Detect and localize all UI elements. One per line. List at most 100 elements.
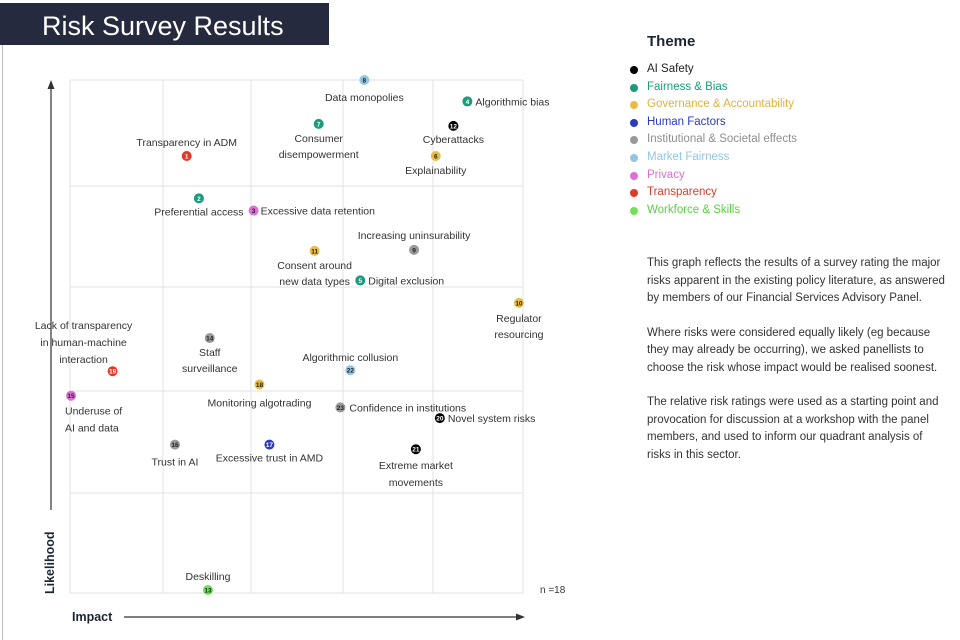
legend-label: Transparency	[647, 186, 717, 199]
data-point	[430, 150, 441, 161]
data-point-label: Lack of transparency	[35, 320, 133, 332]
data-point-number: 4	[466, 99, 470, 106]
data-point	[66, 390, 76, 401]
data-point	[193, 193, 204, 204]
data-point-number: 2	[197, 196, 201, 203]
data-point-label: Data monopolies	[325, 92, 404, 104]
data-point	[254, 379, 265, 390]
data-point-number: 10	[515, 300, 523, 307]
data-point	[513, 297, 524, 308]
x-axis-arrow-icon	[516, 613, 525, 621]
data-point	[410, 444, 421, 455]
legend-dot-icon	[630, 66, 638, 74]
legend-dot-icon	[630, 83, 638, 92]
data-point-label: Trust in AI	[152, 457, 199, 469]
data-point-number: 7	[317, 121, 321, 128]
data-point-label: Consent around	[277, 260, 352, 272]
data-point-number: 22	[347, 368, 355, 375]
data-point-label: Preferential access	[154, 206, 243, 218]
data-point	[204, 333, 215, 344]
data-point	[335, 402, 346, 413]
data-point-number: 16	[171, 442, 179, 449]
risk-scatter-chart: Impact Likelihood n =18 1 Transparency in AD…	[35, 75, 566, 624]
note-paragraph-2: Where risks were considered equally like…	[647, 326, 938, 374]
survey-note: This graph reflects the results of a sur…	[647, 255, 947, 481]
legend-label: Fairness & Bias	[647, 80, 728, 93]
legend-dot-icon	[630, 136, 638, 145]
data-point	[462, 96, 473, 107]
page-title: Risk Survey Results	[42, 11, 284, 41]
legend-dot-icon	[630, 154, 638, 162]
data-point-label: Confidence in institutions	[349, 402, 466, 414]
legend-dot-icon	[630, 118, 638, 127]
data-point-number: 17	[266, 442, 274, 449]
data-point-label: Staff	[199, 347, 220, 359]
data-point-label: Excessive trust in AMD	[216, 453, 324, 465]
legend-label: AI Safety	[647, 63, 694, 75]
data-point-number: 6	[434, 153, 438, 160]
data-point	[345, 365, 356, 376]
data-point-label: Digital exclusion	[368, 275, 444, 287]
note-paragraph-1: This graph reflects the results of a sur…	[647, 257, 945, 304]
data-point	[448, 120, 459, 131]
data-point-label: Consumer	[294, 133, 343, 145]
legend-dot-icon	[630, 189, 638, 198]
data-point	[248, 205, 259, 216]
data-point-label: interaction	[59, 354, 108, 366]
data-point-number: 8	[363, 78, 367, 85]
y-axis-label: Likelihood	[43, 532, 57, 595]
data-point-label: Novel system risks	[448, 413, 536, 425]
data-point-label: Increasing uninsurability	[358, 230, 471, 242]
data-point	[264, 439, 275, 450]
legend-dot-icon	[630, 101, 638, 110]
data-point-label: Extreme market	[379, 460, 453, 472]
data-point	[107, 366, 118, 377]
legend-label: Governance & Accountability	[647, 98, 795, 111]
data-point-number: 5	[358, 278, 362, 285]
data-point-label: Algorithmic bias	[475, 96, 549, 108]
data-point-number: 23	[337, 405, 345, 412]
data-point-label: Underuse of	[65, 406, 122, 418]
data-point-label: Deskilling	[185, 571, 230, 583]
data-point-label: Regulator	[496, 313, 542, 325]
y-axis-arrow-icon	[47, 80, 55, 89]
data-point-number: 12	[450, 123, 458, 130]
data-point-label: Excessive data retention	[261, 206, 376, 218]
data-point-label: new data types	[279, 276, 350, 288]
title-bar: Risk Survey Results	[0, 3, 329, 45]
data-point-label: AI and data	[65, 423, 119, 435]
data-point-label: resourcing	[494, 329, 543, 341]
data-point	[355, 275, 366, 286]
data-point-label: in human-machine	[40, 337, 127, 349]
data-point-label: movements	[389, 477, 443, 489]
legend-dot-icon	[630, 171, 638, 180]
legend-label: Human Factors	[647, 115, 726, 128]
data-point-label: Algorithmic collusion	[302, 352, 398, 364]
data-point-label: Cyberattacks	[423, 134, 484, 146]
data-point-number: 14	[206, 336, 214, 343]
data-point-number: 13	[204, 588, 212, 595]
legend-label: Workforce & Skills	[647, 203, 741, 216]
data-point	[309, 245, 320, 256]
data-point	[202, 585, 213, 595]
data-point-number: 3	[252, 208, 256, 215]
legend-title: Theme	[647, 33, 696, 50]
note-paragraph-3: The relative risk ratings were used as a…	[647, 396, 939, 461]
sample-size-annotation: n =18	[540, 585, 566, 596]
data-point	[169, 439, 180, 450]
data-point	[359, 75, 370, 85]
data-point-number: 18	[256, 382, 264, 389]
data-point-label: Explainability	[405, 165, 467, 177]
data-point-label: disempowerment	[279, 149, 359, 161]
data-point-number: 9	[412, 247, 416, 254]
data-point-label: Transparency in ADM	[136, 137, 237, 149]
legend-label: Privacy	[647, 168, 685, 181]
legend-label: Market Fairness	[647, 151, 730, 163]
data-point-number: 19	[109, 369, 117, 376]
data-point-label: surveillance	[182, 363, 238, 375]
data-point-number: 1	[185, 153, 189, 160]
data-point-label: Monitoring algotrading	[208, 397, 312, 409]
data-point	[434, 413, 445, 424]
x-axis-label: Impact	[72, 610, 113, 624]
data-point-number: 11	[311, 248, 318, 255]
